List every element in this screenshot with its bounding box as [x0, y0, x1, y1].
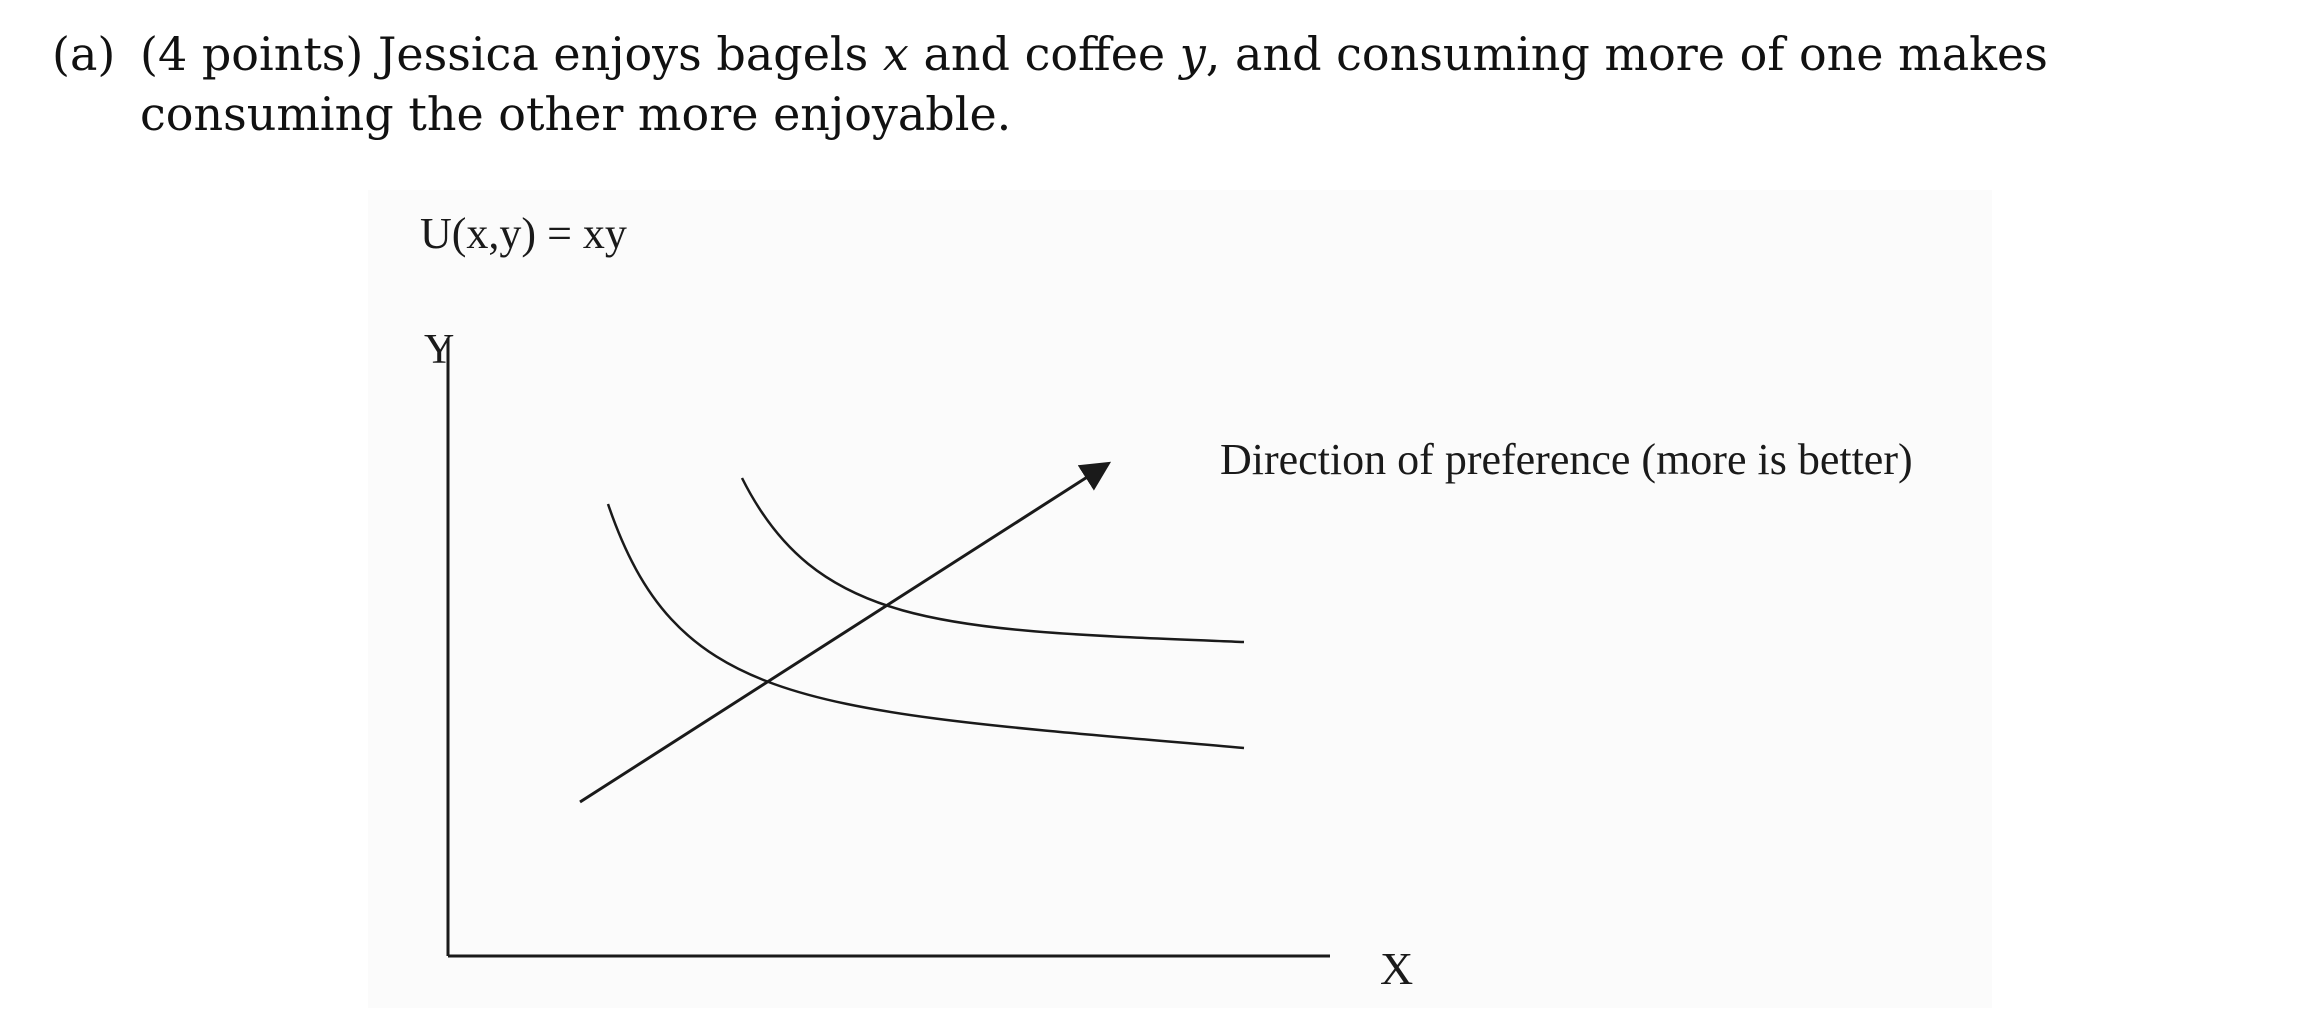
problem-text: (4 points) Jessica enjoys bagels x and c…: [140, 24, 2272, 144]
variable-x: x: [882, 27, 909, 81]
problem-label: (a): [52, 27, 116, 81]
utility-function-label: U(x,y) = xy: [420, 209, 627, 258]
problem-text-part-2: and coffee: [908, 27, 1180, 81]
indifference-curve-lower: [606, 503, 1245, 750]
indifference-curve-upper: [740, 477, 1245, 644]
problem-text-part-3: , and consuming more of one makes consum…: [140, 27, 2048, 141]
x-axis-label: X: [1380, 943, 1414, 994]
preference-direction-label: Direction of preference (more is better): [1220, 435, 1913, 484]
variable-y: y: [1179, 27, 1206, 81]
y-axis-label: Y: [424, 327, 455, 373]
problem-statement: (a) (4 points) Jessica enjoys bagels x a…: [52, 24, 2272, 144]
problem-text-part-1: (4 points) Jessica enjoys bagels: [140, 27, 883, 81]
indifference-curve-figure: U(x,y) = xy Y X Direction of preference …: [368, 190, 1992, 1008]
preference-direction-arrow: [579, 461, 1112, 804]
diagram-canvas: [446, 338, 1330, 958]
